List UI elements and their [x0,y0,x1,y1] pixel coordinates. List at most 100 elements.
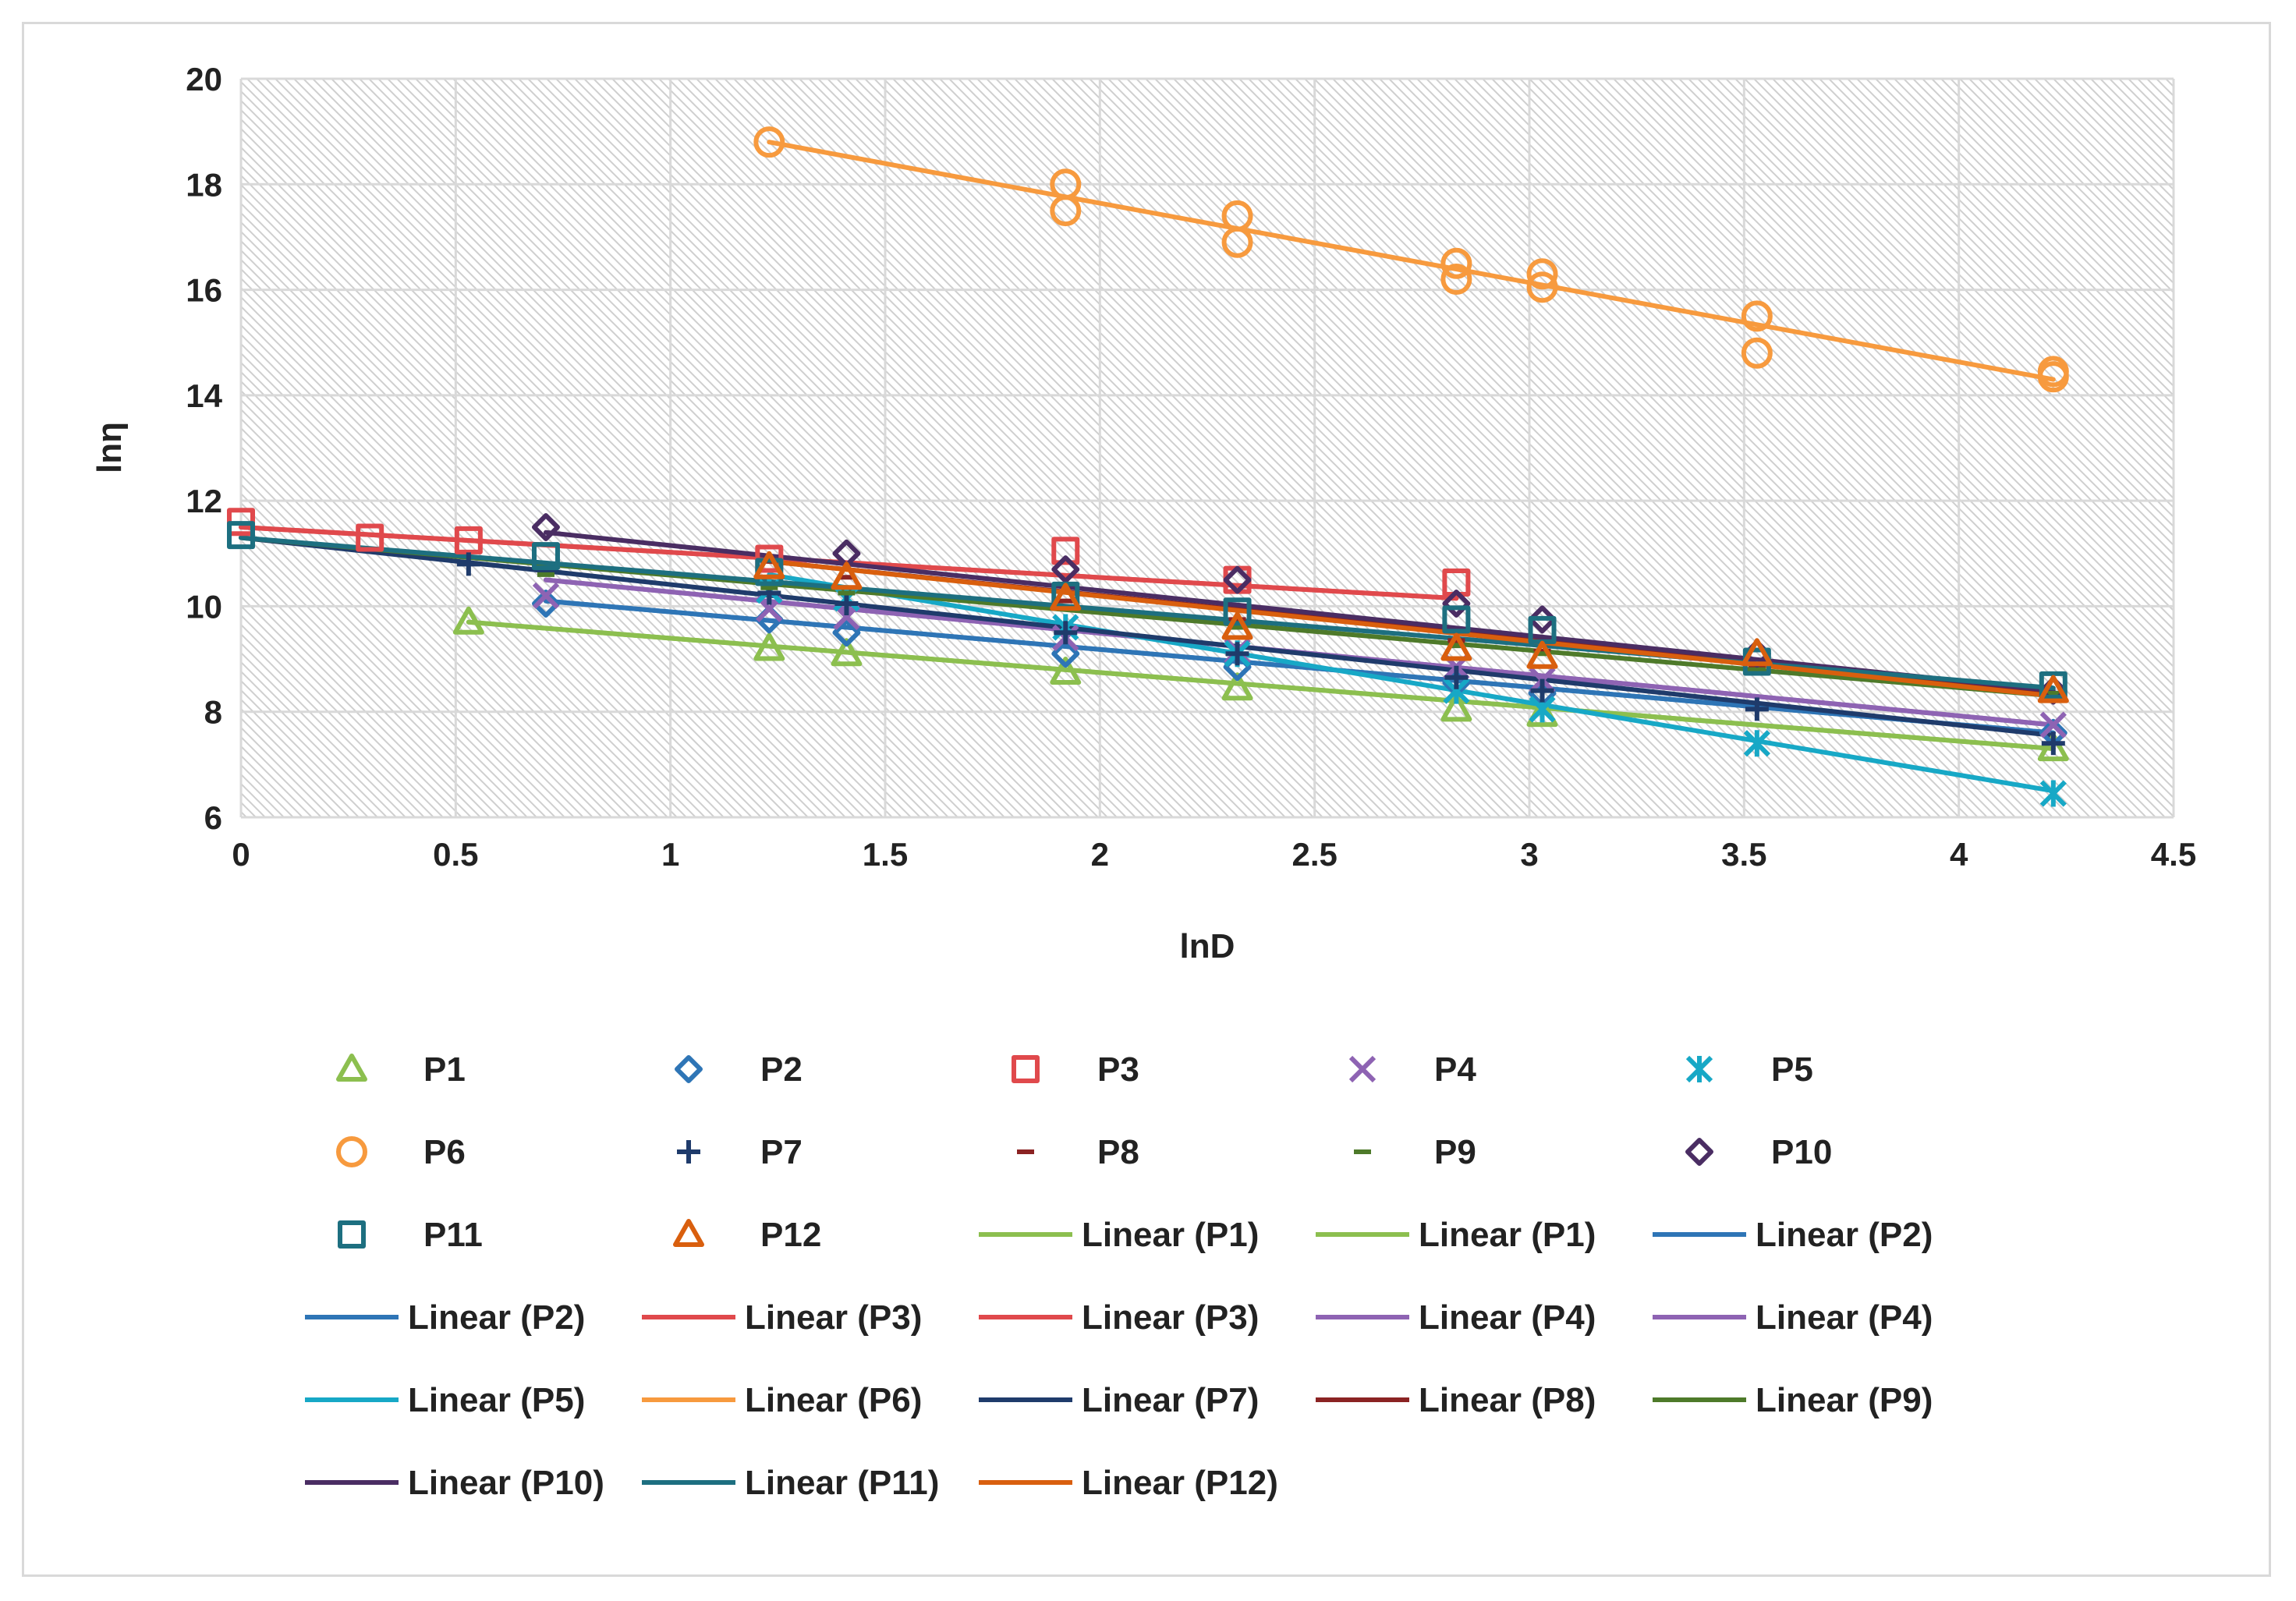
point-p6-8 [1526,258,1558,290]
x-tick-label: 3 [1520,836,1538,873]
point-p4-8 [2039,711,2067,739]
point-p11-9 [2039,671,2067,700]
point-p10-5 [1442,590,1471,618]
legend-label: P3 [1097,1050,1139,1089]
legend-item-trendline-4: Linear (P2) [305,1298,585,1337]
point-p7-9 [2041,731,2065,756]
legend-label: P11 [423,1216,483,1254]
y-tick-label: 18 [186,166,222,203]
legend-label: P10 [1771,1133,1832,1171]
y-tick-label: 16 [186,272,222,309]
point-p7-8 [1745,697,1769,721]
legend-label: P4 [1434,1050,1476,1089]
point-p12-7 [1741,638,1773,667]
x-tick-label: 1.5 [863,836,908,873]
point-p5-8 [2039,780,2067,807]
axis-layer: 0 0.5 1 1.5 2 2.5 3 3.5 4 4.5 6 8 10 12 14 16 18 20 [186,61,2196,873]
point-p6-13 [2037,361,2069,393]
legend-item-p4: P4 [1348,1050,1476,1089]
point-p12-1 [753,551,785,579]
x-tick-label: 2 [1091,836,1109,873]
legend-marker-p3 [1012,1055,1040,1083]
legend-marker-p11 [338,1220,366,1249]
point-p7-4 [1054,621,1078,645]
legend-item-p12: P12 [673,1216,821,1254]
point-layer [227,126,2069,807]
legend-label: Linear (P1) [1419,1216,1596,1254]
legend-label: Linear (P5) [408,1381,585,1419]
point-p6-6 [1440,247,1472,279]
y-tick-label: 8 [204,694,222,731]
point-p10-1 [531,512,560,541]
trendline-layer [239,140,2056,794]
plot-area [241,79,2174,817]
point-p6-10 [1741,300,1773,332]
point-p1-1 [452,606,484,635]
point-p7-7 [1530,678,1554,703]
legend-item-p2: P2 [675,1050,803,1089]
point-p12-4 [1221,611,1253,640]
point-p2-3 [832,618,861,647]
point-p1-4 [1050,656,1082,685]
trendline-2 [466,619,2056,752]
legend-label: P7 [760,1133,803,1171]
legend-item-p5: P5 [1685,1050,1813,1089]
legend-marker-p5 [1685,1055,1713,1083]
legend-label: P6 [423,1133,466,1171]
legend-item-trendline-9: Linear (P5) [305,1381,585,1419]
point-p11-2 [531,542,560,571]
x-tick-label: 2.5 [1292,836,1337,873]
trendline-16 [767,558,2056,699]
point-p10-3 [1051,555,1080,584]
point-p2-1 [531,590,560,618]
point-p3-2 [356,523,384,552]
point-p6-1 [753,126,785,158]
chart-frame: 0 0.5 1 1.5 2 2.5 3 3.5 4 4.5 6 8 10 12 14 16 18 20 lnD l… [22,22,2271,1577]
y-tick-label: 14 [186,377,222,414]
legend-label: Linear (P6) [745,1381,922,1419]
legend-item-p1: P1 [336,1050,466,1089]
legend-item-trendline-16: Linear (P12) [979,1464,1278,1502]
legend-item-trendline-10: Linear (P6) [642,1381,922,1419]
legend-label: P9 [1434,1133,1476,1171]
legend-item-trendline-5: Linear (P3) [642,1298,922,1337]
legend-label: P8 [1097,1133,1139,1171]
x-tick-label: 3.5 [1721,836,1766,873]
y-tick-label: 6 [204,799,222,836]
trendline-4 [543,598,2056,735]
legend-marker-p4 [1348,1055,1377,1083]
legend-item-trendline-12: Linear (P8) [1316,1381,1596,1419]
point-p12-2 [831,561,863,590]
legend-item-trendline-6: Linear (P3) [979,1298,1259,1337]
legend: P1 P2 P3 P4 P5 P6 P7 P8 P9 P10 P11 P12 Linear (P1) Li… [305,1050,1933,1502]
point-p1-2 [753,632,785,661]
legend-marker-p1 [336,1054,367,1082]
legend-item-p10: P10 [1685,1133,1832,1171]
point-p1-5 [1221,672,1253,701]
legend-item-p8: P8 [1017,1133,1139,1171]
legend-item-p6: P6 [336,1133,466,1171]
point-p1-8 [2037,733,2069,762]
point-p6-7 [1440,264,1472,296]
legend-label: Linear (P10) [408,1464,604,1502]
point-p1-6 [1440,693,1472,722]
point-p10-6 [1528,605,1557,634]
legend-label: Linear (P4) [1756,1298,1933,1337]
point-p3-3 [454,526,483,554]
legend-label: Linear (P9) [1756,1381,1933,1419]
legend-label: Linear (P1) [1082,1216,1259,1254]
x-axis-title: lnD [1180,927,1235,965]
point-p6-9 [1526,271,1558,303]
trendline-10 [767,140,2056,382]
trendline-11 [239,535,2056,739]
legend-label: P5 [1771,1050,1813,1089]
chart-svg: 0 0.5 1 1.5 2 2.5 3 3.5 4 4.5 6 8 10 12 14 16 18 20 lnD l… [90,61,2196,1502]
legend-item-trendline-13: Linear (P9) [1653,1381,1933,1419]
point-p11-6 [1442,605,1471,634]
point-p7-6 [1444,665,1469,689]
legend-label: Linear (P4) [1419,1298,1596,1337]
x-tick-label: 1 [661,836,679,873]
legend-marker-p2 [675,1055,703,1083]
point-p6-3 [1050,195,1082,227]
point-p6-5 [1221,226,1253,258]
